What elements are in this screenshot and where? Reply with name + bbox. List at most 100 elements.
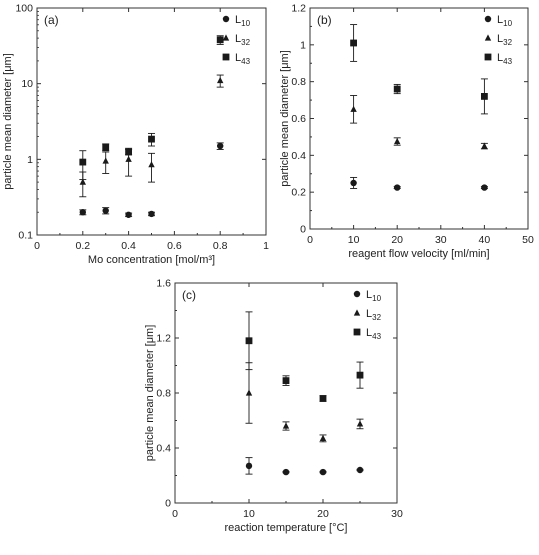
data-point-triangle [481, 142, 488, 149]
data-point-square [216, 36, 224, 44]
data-point-triangle [245, 389, 253, 396]
data-point-square [125, 148, 132, 156]
y-tick-label: 10 [21, 78, 33, 90]
data-point-circle [148, 210, 155, 218]
chart-panel-1: 0 0.2 0.4 0.6 0.8 1 0.1 1 10 100 Mo concentration … [2, 3, 269, 267]
data-point-circle [217, 142, 224, 150]
y-tick-label: 1 [300, 39, 306, 51]
y-tick-label: 1 [27, 154, 33, 166]
y-tick-label: 0.4 [156, 443, 171, 455]
data-point-circle [102, 207, 109, 214]
chart-panel-2: 0 10 20 30 40 50 0 0.2 0.4 0.6 0.8 1 1.2 reagent flow… [279, 3, 534, 261]
data-point-triangle [350, 105, 357, 112]
x-tick-label: 0 [172, 508, 178, 520]
legend-entry-label: L10 [235, 14, 251, 28]
x-axis-label: reagent flow velocity [ml/min] [348, 248, 489, 260]
x-tick-label: 40 [479, 234, 491, 246]
x-tick-label: 0 [307, 234, 313, 246]
y-tick-label: 0.4 [291, 150, 306, 162]
data-point-square [79, 158, 87, 166]
legend-entry-label: L43 [366, 327, 382, 341]
x-tick-label: 30 [391, 508, 403, 520]
data-point-square [481, 93, 488, 100]
data-point-square [353, 328, 361, 336]
data-point-circle [356, 466, 364, 474]
data-point-circle [350, 179, 357, 187]
series-l43 [245, 311, 364, 402]
x-tick-label: 20 [317, 508, 329, 520]
legend-entry-label: L43 [235, 52, 251, 66]
data-point-triangle [79, 178, 86, 185]
x-tick-label: 0 [34, 240, 40, 252]
data-point-square [484, 53, 492, 61]
y-tick-label: 0 [300, 224, 306, 236]
series-l43 [350, 24, 488, 115]
series-l43 [79, 35, 224, 181]
data-point-square [245, 337, 253, 345]
plot-frame [309, 7, 529, 230]
data-point-square [102, 143, 110, 151]
data-point-circle [125, 211, 132, 218]
series-l10 [245, 457, 364, 476]
data-point-square [356, 371, 364, 379]
x-tick-label: 10 [348, 234, 360, 246]
x-tick-label: 0.6 [167, 240, 182, 252]
x-tick-label: 50 [522, 234, 534, 246]
data-point-triangle [356, 420, 364, 427]
y-axis-label: particle mean diameter [μm] [279, 50, 291, 187]
y-axis-label: particle mean diameter [μm] [2, 53, 14, 190]
data-point-triangle [102, 157, 109, 164]
data-point-triangle [319, 434, 327, 441]
y-tick-label: 0.1 [18, 230, 33, 242]
data-point-circle [394, 184, 401, 191]
y-tick-label: 0.8 [156, 388, 171, 400]
panel-label: (a) [44, 13, 59, 27]
plot-frame [36, 7, 267, 236]
series-l10 [350, 176, 488, 191]
chart-panel-3: 0 10 20 30 0 0.4 0.8 1.2 1.6 reaction temperature… [144, 278, 403, 535]
series-l32 [245, 362, 364, 443]
x-tick-label: 10 [243, 508, 255, 520]
data-point-circle [484, 15, 492, 23]
data-point-circle [481, 184, 488, 191]
data-point-triangle [353, 309, 361, 316]
x-tick-label: 1 [263, 240, 269, 252]
data-point-square [222, 53, 230, 61]
series-l10 [79, 142, 224, 218]
panel-label: (b) [317, 13, 332, 27]
panel-label: (c) [182, 288, 196, 302]
data-point-circle [353, 290, 361, 298]
y-tick-label: 0 [165, 498, 171, 510]
legend-entry-label: L32 [497, 33, 513, 47]
data-point-triangle [484, 34, 492, 41]
y-tick-label: 100 [15, 3, 33, 15]
x-axis-label: reaction temperature [°C] [224, 522, 347, 534]
y-tick-label: 0.2 [291, 187, 306, 199]
data-point-circle [319, 468, 327, 476]
legend-entry-label: L32 [235, 33, 251, 47]
legend: L10 L32 L43 [222, 14, 251, 66]
x-tick-label: 0.2 [75, 240, 90, 252]
x-axis-label: Mo concentration [mol/m³] [88, 254, 215, 266]
data-point-triangle [394, 137, 401, 145]
legend: L10 L32 L43 [484, 14, 513, 66]
legend-entry-label: L10 [366, 289, 382, 303]
data-point-square [319, 395, 327, 402]
legend-entry-label: L10 [497, 14, 513, 28]
y-tick-label: 1.6 [156, 278, 171, 290]
data-point-circle [79, 209, 87, 216]
data-point-square [350, 39, 357, 47]
data-point-triangle [125, 155, 132, 162]
legend: L10 L32 L43 [353, 289, 382, 341]
y-tick-label: 1.2 [291, 3, 306, 15]
legend-entry-label: L43 [497, 52, 513, 66]
data-point-triangle [222, 34, 230, 41]
data-point-square [282, 377, 290, 385]
x-tick-label: 0.8 [213, 240, 228, 252]
legend-entry-label: L32 [366, 308, 382, 322]
data-point-circle [282, 468, 290, 476]
x-tick-label: 0.4 [121, 240, 136, 252]
data-point-triangle [148, 161, 155, 168]
